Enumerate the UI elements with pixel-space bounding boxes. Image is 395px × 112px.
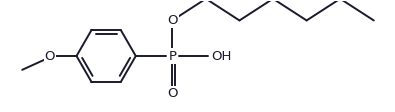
Text: OH: OH: [211, 50, 231, 62]
Text: O: O: [167, 14, 178, 27]
Text: P: P: [168, 50, 176, 62]
Text: O: O: [167, 87, 178, 100]
Text: O: O: [45, 50, 55, 62]
